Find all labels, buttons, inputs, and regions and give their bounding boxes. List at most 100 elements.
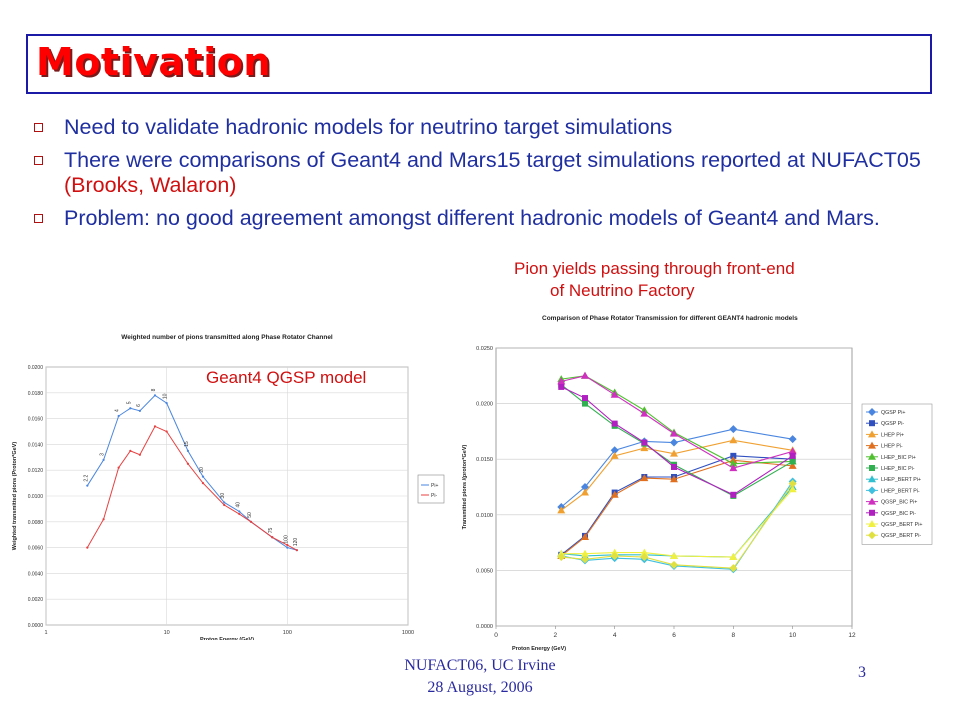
chart2-data-point bbox=[557, 553, 566, 562]
chart1-data-point bbox=[86, 546, 89, 549]
chart2-data-point bbox=[641, 439, 648, 446]
chart1-legend-label: Pi+ bbox=[431, 483, 438, 489]
chart2-legend-label: QGSP_BIC Pi- bbox=[881, 511, 916, 517]
chart1-xtick-label: 1 bbox=[44, 630, 47, 636]
chart2-xtick-label: 8 bbox=[732, 632, 736, 639]
chart1-xtick-label: 10 bbox=[164, 630, 170, 636]
chart2-legend-marker bbox=[869, 509, 875, 516]
chart2-data-point bbox=[729, 436, 738, 444]
chart2-data-point bbox=[729, 464, 738, 472]
chart2-legend-label: QGSP_BIC Pi+ bbox=[881, 500, 917, 506]
chart2-xlabel: Proton Energy (GeV) bbox=[512, 646, 566, 652]
chart2-data-point bbox=[581, 483, 589, 491]
chart2-xtick-label: 2 bbox=[554, 632, 558, 639]
bullet-square-icon bbox=[34, 123, 43, 132]
chart2-data-point bbox=[611, 420, 618, 427]
chart1-data-point bbox=[117, 466, 120, 469]
chart2-data-point bbox=[640, 409, 649, 417]
chart2-data-point bbox=[582, 400, 588, 407]
chart2-xtick-label: 0 bbox=[494, 632, 498, 639]
chart2-xtick-label: 6 bbox=[672, 632, 676, 639]
right-chart: Comparison of Phase Rotator Transmission… bbox=[462, 315, 933, 652]
chart2-data-point bbox=[729, 425, 738, 434]
chart2-data-point bbox=[730, 491, 737, 498]
chart1-data-point bbox=[286, 543, 289, 547]
chart2-data-point bbox=[610, 551, 619, 560]
chart2-xtick-label: 12 bbox=[848, 632, 856, 639]
footer-line1: NUFACT06, UC Irvine bbox=[404, 657, 556, 674]
bullet-item: There were comparisons of Geant4 and Mar… bbox=[34, 148, 924, 198]
chart1-point-label: 6 bbox=[136, 404, 142, 407]
chart1-point-label: 100 bbox=[283, 535, 289, 544]
chart2-data-point bbox=[557, 377, 566, 385]
chart2-data-point bbox=[788, 479, 797, 488]
chart1-ytick-label: 0.0180 bbox=[28, 391, 44, 397]
chart1-data-point bbox=[295, 549, 298, 552]
chart2-data-point bbox=[729, 564, 738, 573]
chart1-legend-box bbox=[417, 474, 445, 504]
chart2-data-point bbox=[789, 458, 796, 465]
chart1-data-point bbox=[129, 449, 132, 452]
chart1-ytick-label: 0.0200 bbox=[28, 365, 44, 371]
chart2-ytick-label: 0.0150 bbox=[476, 457, 493, 463]
left-chart: Weighted number of pions transmitted alo… bbox=[12, 334, 445, 640]
chart2-xtick-label: 4 bbox=[613, 632, 617, 639]
chart1-data-point bbox=[286, 546, 289, 549]
chart1-point-label: 120 bbox=[293, 538, 299, 547]
chart2-data-point bbox=[789, 452, 796, 459]
chart1-data-point bbox=[201, 482, 205, 485]
bullet-text: There were comparisons of Geant4 and Mar… bbox=[64, 148, 921, 172]
chart2-legend-box bbox=[861, 403, 933, 545]
chart1-data-point bbox=[165, 402, 168, 405]
chart1-data-point bbox=[249, 520, 253, 523]
chart2-data-point bbox=[610, 446, 619, 455]
chart2-data-point bbox=[729, 553, 738, 561]
chart1-ytick-label: 0.0000 bbox=[28, 623, 44, 629]
chart1-ytick-label: 0.0060 bbox=[28, 546, 44, 552]
chart1-xtick-label: 1000 bbox=[402, 630, 414, 636]
chart2-ytick-label: 0.0200 bbox=[476, 402, 493, 408]
chart2-ytick-label: 0.0050 bbox=[476, 568, 493, 574]
chart2-legend-label: LHEP Pi+ bbox=[881, 432, 904, 438]
bullet-square-icon bbox=[34, 156, 43, 165]
chart2-data-point bbox=[610, 390, 619, 398]
slide-title: Motivation bbox=[36, 40, 271, 84]
chart2-legend-label: QGSP_BERT Pi+ bbox=[881, 522, 922, 528]
footer-line2: 28 August, 2006 bbox=[427, 679, 533, 696]
bullet-square-icon bbox=[34, 214, 43, 223]
chart1-data-point bbox=[102, 518, 105, 521]
chart2-data-point bbox=[581, 533, 589, 541]
chart1-data-point bbox=[117, 414, 120, 418]
chart1-point-label: 40 bbox=[235, 502, 241, 508]
chart2-data-point bbox=[558, 383, 565, 390]
chart1-data-point bbox=[223, 503, 226, 507]
chart2-data-point bbox=[640, 553, 649, 562]
chart2-data-point bbox=[670, 475, 678, 483]
chart2-legend-marker bbox=[868, 520, 876, 527]
chart2-data-point bbox=[670, 449, 678, 457]
chart2-legend-label: QGSP_BERT Pi- bbox=[881, 533, 921, 539]
chart1-point-label: 20 bbox=[199, 467, 205, 473]
bullet-item: Need to validate hadronic models for neu… bbox=[34, 115, 924, 140]
chart1-ytick-label: 0.0040 bbox=[28, 571, 44, 577]
chart2-data-point bbox=[729, 459, 738, 467]
chart2-data-point bbox=[670, 551, 678, 559]
chart1-point-label: 75 bbox=[268, 527, 274, 533]
chart1-ytick-label: 0.0160 bbox=[28, 417, 44, 423]
chart1-point-label: 10 bbox=[163, 393, 169, 399]
chart1-data-point bbox=[86, 484, 89, 487]
chart1-legend-label: Pi- bbox=[431, 493, 437, 499]
bullet-list: Need to validate hadronic models for neu… bbox=[34, 115, 924, 239]
chart1-ytick-label: 0.0140 bbox=[28, 442, 44, 448]
chart2-legend-marker bbox=[869, 420, 875, 427]
chart2-data-point bbox=[581, 549, 589, 557]
chart1-data-point bbox=[165, 430, 168, 433]
chart2-legend-label: QGSP Pi+ bbox=[881, 410, 906, 416]
chart2-data-point bbox=[581, 555, 589, 564]
chart2-legend-marker bbox=[869, 465, 875, 471]
chart1-data-point bbox=[238, 512, 241, 516]
chart2-data-point bbox=[610, 451, 619, 459]
chart2-data-point bbox=[610, 490, 619, 498]
chart1-data-point bbox=[138, 409, 141, 412]
chart2-data-point bbox=[730, 452, 737, 459]
